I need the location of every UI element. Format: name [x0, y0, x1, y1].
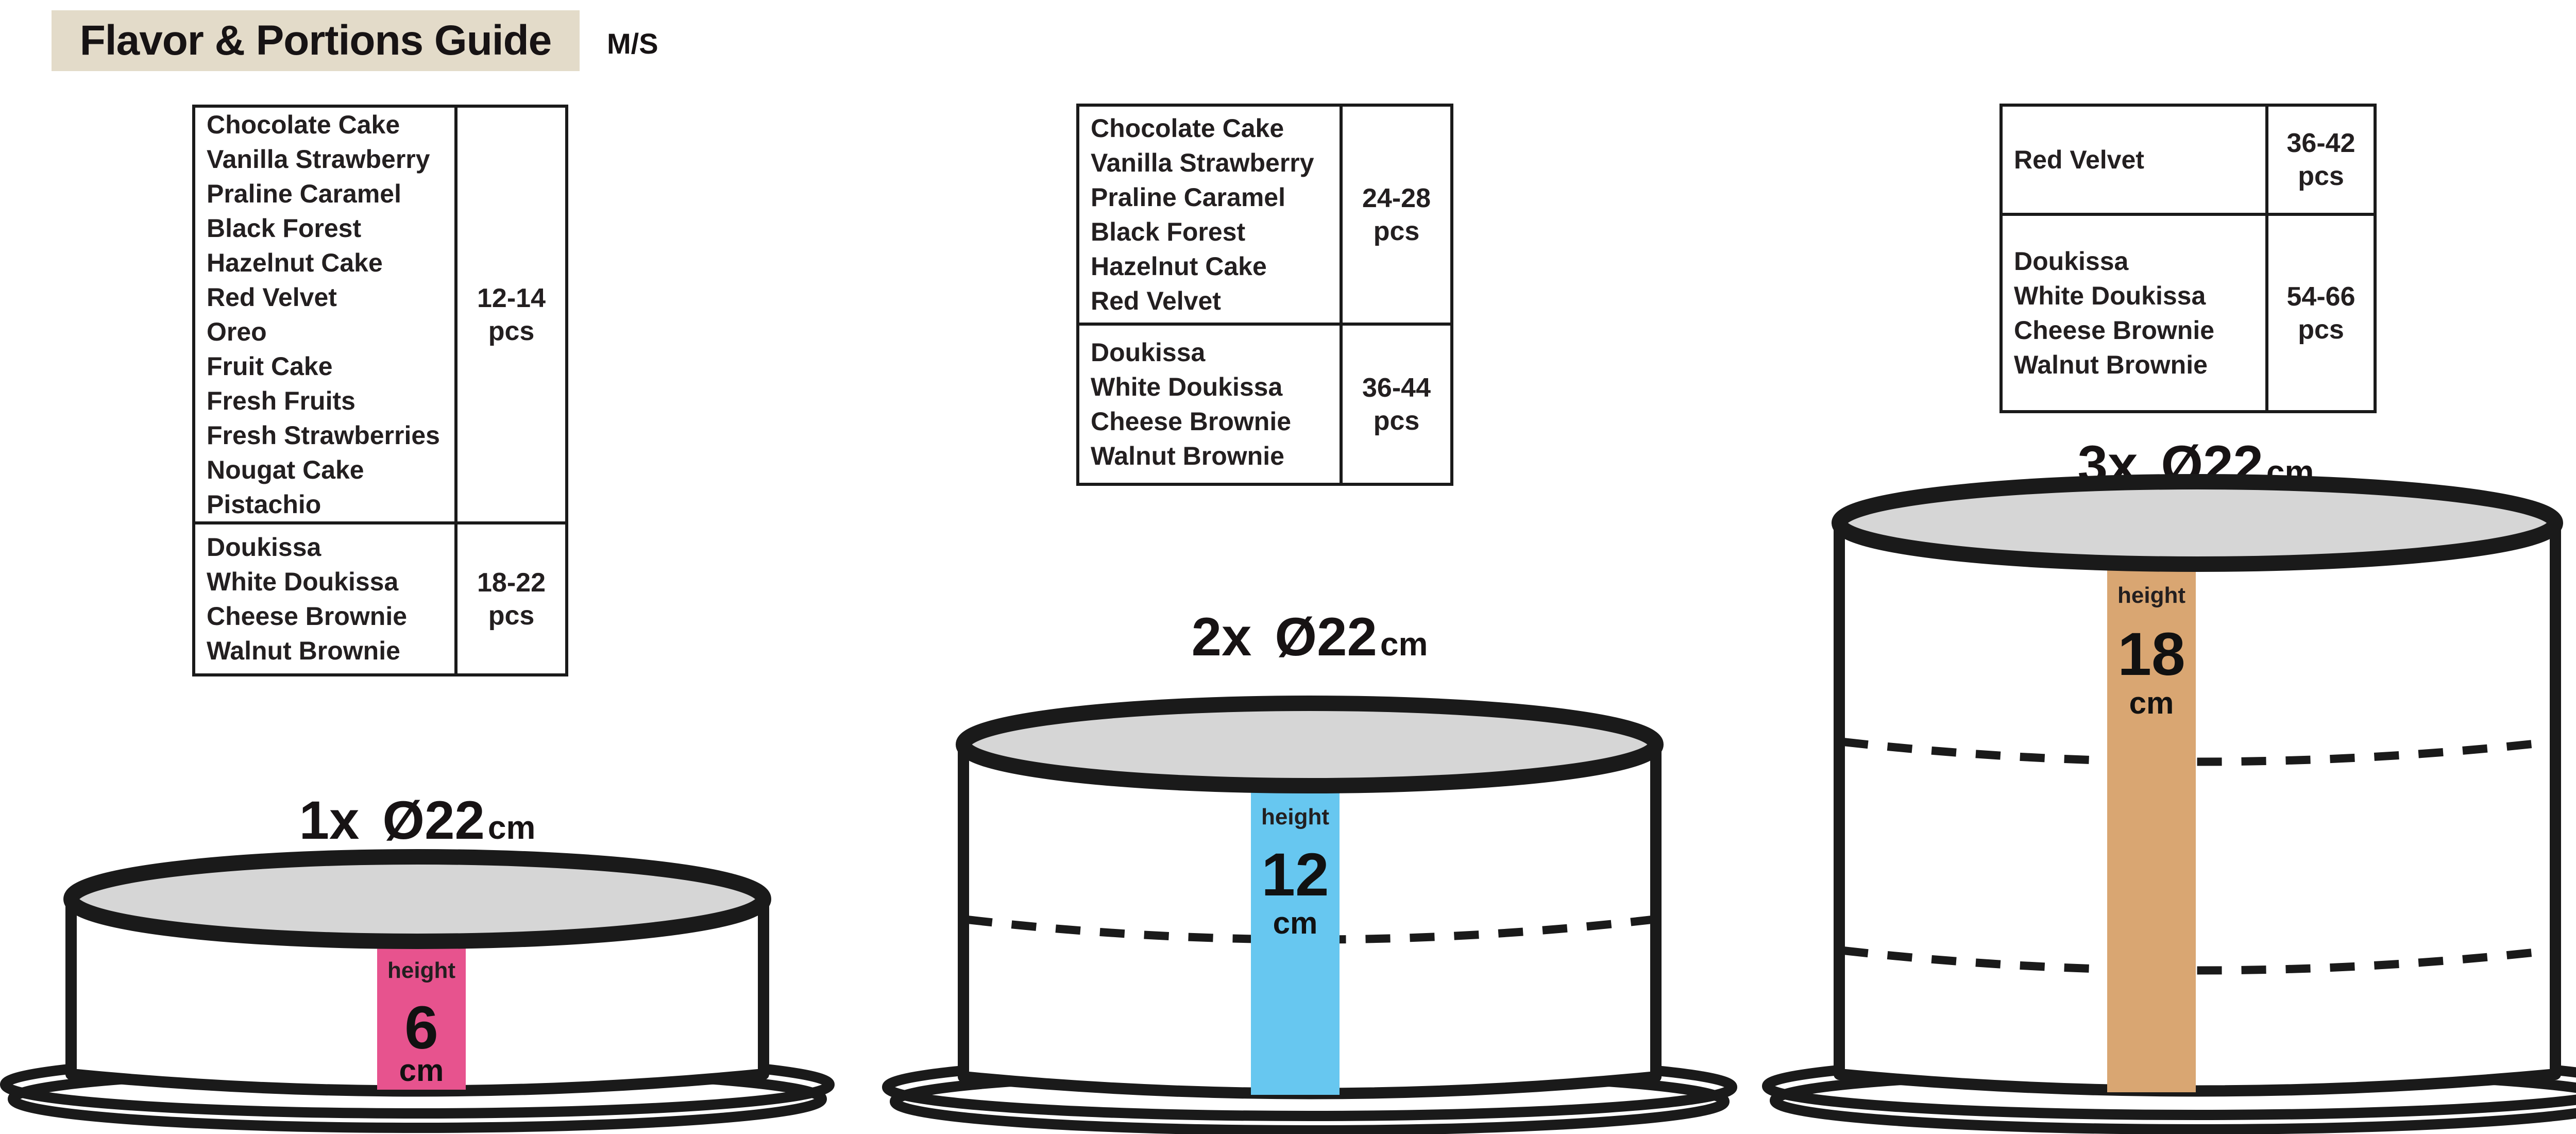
flavor-item: Chocolate Cake: [1091, 113, 1284, 143]
cake-size-label: 1x Ø22cm: [299, 790, 536, 851]
portions-range: 36-44: [1362, 373, 1431, 403]
flavor-list: Red Velvet: [2003, 107, 2265, 213]
flavor-item: Cheese Brownie: [1091, 407, 1292, 436]
size-1-flavor-table: Chocolate Cake Vanilla Strawberry Praline …: [192, 105, 568, 676]
cake-top: [1832, 474, 2563, 572]
flavor-list: Doukissa White Doukissa Cheese Brownie Waln…: [1079, 326, 1340, 483]
flavor-item: Pistachio: [207, 489, 321, 519]
portions-cell: 36-42 pcs: [2268, 107, 2374, 213]
cake-1x-diagram: 1x Ø22cm height 6 cm: [0, 790, 835, 1133]
flavor-item: Red Velvet: [2014, 145, 2144, 174]
height-unit-label: cm: [399, 1053, 444, 1088]
flavor-item: Black Forest: [1091, 217, 1246, 246]
height-word: height: [387, 958, 455, 983]
portions-cell: 36-44 pcs: [1343, 326, 1450, 483]
portions-unit: pcs: [2298, 314, 2344, 345]
cake-3x-diagram: 3x Ø22cm height 18 cm: [1762, 435, 2576, 1134]
portions-range: 18-22: [477, 567, 546, 598]
height-stripe: [2107, 564, 2196, 1092]
cake-top: [956, 696, 1664, 793]
height-stripe: [1251, 787, 1340, 1095]
flavor-item: Praline Caramel: [207, 179, 401, 208]
flavor-item: Fresh Strawberries: [207, 420, 440, 450]
portions-range: 24-28: [1362, 183, 1431, 213]
flavor-item: Doukissa: [2014, 246, 2129, 276]
flavor-item: Walnut Brownie: [207, 636, 400, 665]
flavor-list: Doukissa White Doukissa Cheese Brownie Waln…: [2003, 216, 2265, 410]
flavor-item: Walnut Brownie: [1091, 441, 1284, 470]
height-value: 12: [1261, 841, 1329, 909]
flavor-item: Praline Caramel: [1091, 182, 1285, 212]
cake-body: [1834, 523, 2561, 1097]
flavor-item: Vanilla Strawberry: [1091, 148, 1314, 177]
height-unit-label: cm: [1273, 906, 1318, 940]
height-stripe: [377, 941, 466, 1090]
portions-range: 12-14: [477, 283, 546, 313]
flavor-item: Red Velvet: [207, 282, 337, 312]
portions-range: 54-66: [2286, 281, 2355, 312]
cake-diameter: Ø22: [1275, 607, 1377, 667]
height-value: 6: [404, 994, 438, 1062]
flavor-list: Chocolate Cake Vanilla Strawberry Praline …: [1079, 107, 1340, 323]
portions-unit: pcs: [2298, 161, 2344, 191]
size-3-flavor-table: Red Velvet 36-42 pcs Doukissa White Doukissa…: [1999, 104, 2377, 413]
flavor-item: White Doukissa: [207, 567, 399, 596]
brand-label: M/S: [607, 27, 658, 60]
flavor-item: Hazelnut Cake: [207, 248, 383, 277]
portions-unit: pcs: [1373, 216, 1420, 246]
cake-size-label: 2x Ø22cm: [1192, 607, 1428, 667]
flavor-item: Nougat Cake: [207, 455, 364, 484]
portions-cell: 18-22 pcs: [457, 524, 565, 673]
flavor-item: Hazelnut Cake: [1091, 251, 1267, 281]
cake-diameter-unit: cm: [488, 809, 536, 846]
cake-2x-diagram: 2x Ø22cm height 12 cm: [882, 607, 1737, 1134]
portions-unit: pcs: [1373, 405, 1420, 436]
flavor-item: Walnut Brownie: [2014, 350, 2208, 379]
flavor-item: White Doukissa: [2014, 281, 2206, 310]
portions-cell: 12-14 pcs: [457, 108, 565, 521]
cake-diameter: Ø22: [382, 790, 484, 851]
cake-diameter-unit: cm: [1380, 625, 1428, 663]
flavor-item: Chocolate Cake: [207, 110, 400, 139]
size-2-flavor-table: Chocolate Cake Vanilla Strawberry Praline …: [1076, 104, 1453, 486]
portions-cell: 54-66 pcs: [2268, 216, 2374, 410]
flavor-item: Oreo: [207, 317, 267, 346]
portions-unit: pcs: [488, 316, 535, 346]
cake-top: [63, 849, 771, 949]
flavor-item: Doukissa: [207, 532, 321, 562]
flavor-item: Black Forest: [207, 213, 362, 243]
flavor-item: Vanilla Strawberry: [207, 144, 430, 174]
flavor-item: Fruit Cake: [207, 351, 333, 381]
height-word: height: [2117, 583, 2185, 608]
flavor-item: Cheese Brownie: [2014, 315, 2215, 345]
height-unit-label: cm: [2129, 686, 2174, 720]
flavor-item: Red Velvet: [1091, 286, 1221, 315]
flavor-list: Doukissa White Doukissa Cheese Brownie Waln…: [195, 524, 454, 673]
flavor-item: Fresh Fruits: [207, 386, 355, 415]
portions-unit: pcs: [488, 600, 535, 631]
page-title: Flavor & Portions Guide: [52, 10, 580, 71]
flavor-item: Doukissa: [1091, 337, 1206, 367]
layer-divider: [967, 916, 1652, 944]
cake-count: 2x: [1192, 607, 1252, 667]
layer-divider: [1843, 738, 2552, 766]
flavor-item: Cheese Brownie: [207, 601, 408, 631]
cake-count: 1x: [299, 790, 360, 851]
flavor-list: Chocolate Cake Vanilla Strawberry Praline …: [195, 108, 454, 521]
portions-range: 36-42: [2286, 128, 2355, 158]
layer-divider: [1843, 946, 2552, 975]
portions-cell: 24-28 pcs: [1343, 107, 1450, 323]
height-word: height: [1261, 804, 1329, 830]
flavor-item: White Doukissa: [1091, 372, 1283, 401]
height-value: 18: [2117, 620, 2185, 688]
